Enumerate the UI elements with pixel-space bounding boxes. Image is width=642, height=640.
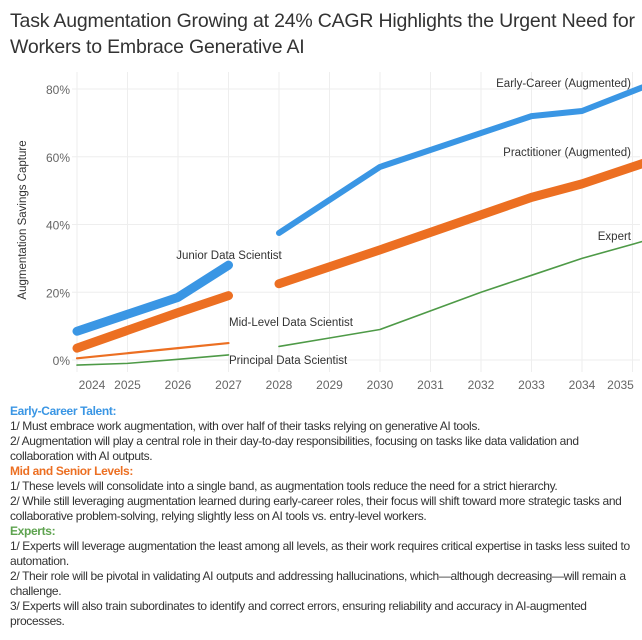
series-line <box>72 291 233 353</box>
x-tick-label: 2032 <box>468 378 495 392</box>
series-label: Principal Data Scientist <box>229 355 348 367</box>
notes-item: 2/ Their role will be pivotal in validat… <box>10 569 626 598</box>
chart-title: Task Augmentation Growing at 24% CAGR Hi… <box>10 10 635 58</box>
series-label: Practitioner (Augmented) <box>503 147 631 159</box>
notes-item: 1/ These levels will consolidate into a … <box>10 479 558 493</box>
notes-heading: Early-Career Talent: <box>10 404 117 418</box>
notes-item: 3/ Experts will also train subordinates … <box>10 599 587 628</box>
x-tick-label: 2034 <box>569 378 596 392</box>
y-axis-label: Augmentation Savings Capture <box>17 140 29 299</box>
series-label: Mid-Level Data Scientist <box>229 317 354 329</box>
x-tick-label: 2027 <box>215 378 242 392</box>
y-tick-label: 80% <box>46 83 70 97</box>
y-tick-label: 0% <box>53 354 71 368</box>
notes-heading: Experts: <box>10 524 56 538</box>
series-line <box>276 84 642 236</box>
series-label: Early-Career (Augmented) <box>496 78 631 90</box>
series-label: Expert <box>598 231 632 243</box>
series-line <box>274 159 642 289</box>
x-tick-label: 2031 <box>417 378 444 392</box>
notes-heading: Mid and Senior Levels: <box>10 464 133 478</box>
x-tick-label: 2024 <box>79 378 106 392</box>
x-tick-label: 2028 <box>266 378 293 392</box>
notes-item: 2/ While still leveraging augmentation l… <box>10 494 622 523</box>
notes-panel: Early-Career Talent: 1/ Must embrace work… <box>10 404 638 629</box>
notes-item: 1/ Experts will leverage augmentation th… <box>10 539 630 568</box>
series-line <box>72 260 233 336</box>
x-tick-label: 2025 <box>114 378 141 392</box>
line-chart: 0% 20% 40% 60% 80% 2024 2025 2026 2027 2028 2029 20… <box>17 72 642 392</box>
series-line <box>278 240 642 348</box>
x-tick-label: 2035 <box>607 378 634 392</box>
x-tick-label: 2029 <box>316 378 343 392</box>
y-tick-label: 40% <box>46 219 70 233</box>
y-tick-label: 20% <box>46 286 70 300</box>
notes-item: 1/ Must embrace work augmentation, with … <box>10 419 480 433</box>
y-tick-label: 60% <box>46 151 70 165</box>
series-line <box>75 341 230 360</box>
x-tick-label: 2033 <box>518 378 545 392</box>
x-tick-label: 2030 <box>367 378 394 392</box>
x-tick-label: 2026 <box>165 378 192 392</box>
series-label: Junior Data Scientist <box>176 250 282 262</box>
notes-item: 2/ Augmentation will play a central role… <box>10 434 579 463</box>
series-line <box>76 354 230 366</box>
